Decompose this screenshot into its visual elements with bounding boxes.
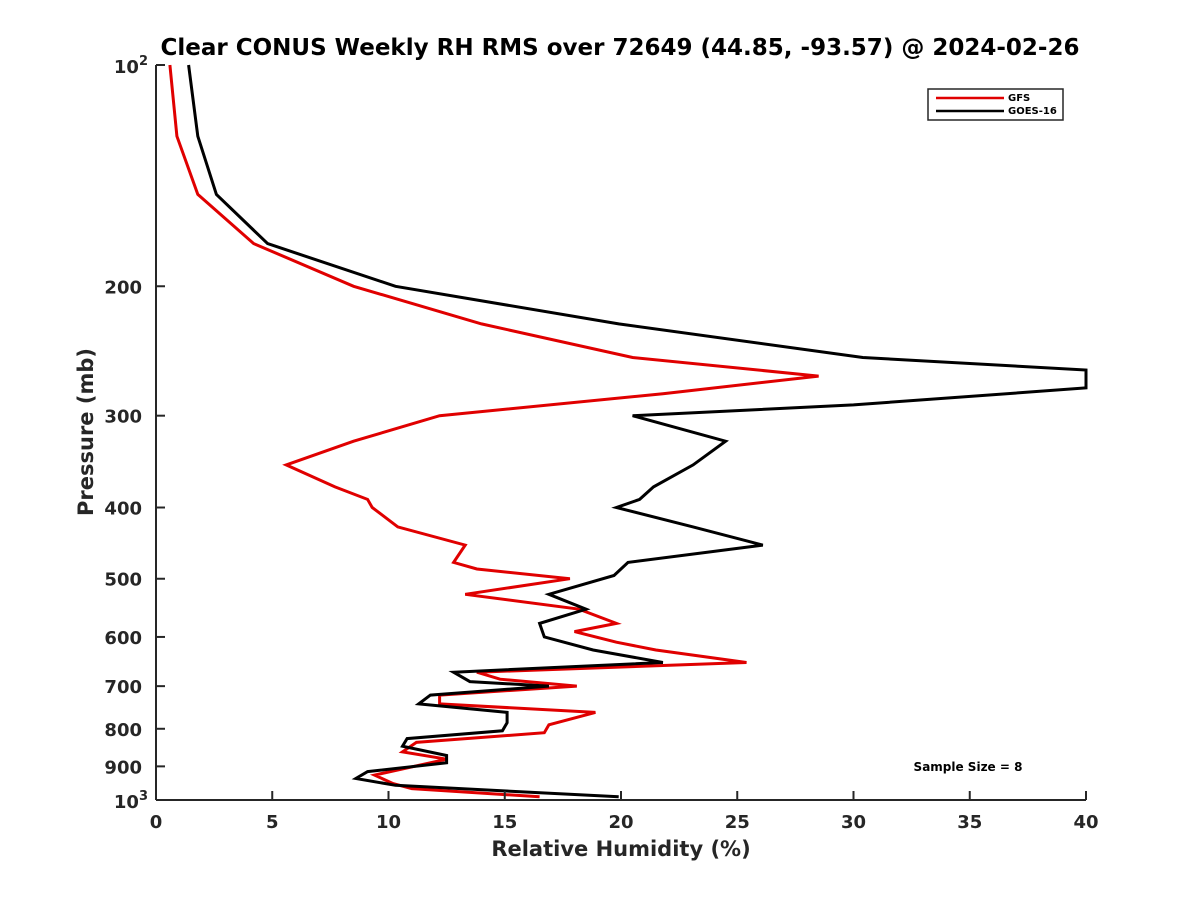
plot-lines [168,64,1088,799]
y-tick-label: 800 [104,720,142,741]
y-tick-label: 700 [104,677,142,698]
x-tick-label: 35 [957,812,982,833]
series-line-gfs [168,64,819,799]
y-tick-label: 300 [104,407,142,428]
chart-title: Clear CONUS Weekly RH RMS over 72649 (44… [161,35,1080,61]
y-decade-label: 103 [114,789,148,813]
x-tick-label: 25 [725,812,750,833]
x-axis-label: Relative Humidity (%) [491,837,750,861]
x-tick-label: 5 [266,812,279,833]
y-decade-label: 102 [114,54,148,78]
legend-label-gfs: GFS [1008,93,1030,104]
y-tick-label: 200 [104,277,142,298]
x-tick-label: 0 [150,812,163,833]
legend-label-goes16: GOES-16 [1008,106,1057,117]
legend-box [927,88,1064,121]
legend: GFS GOES-16 [927,88,1064,121]
series-line-goes-16 [187,64,1088,799]
x-tick-label: 10 [376,812,401,833]
x-tick-label: 20 [608,812,633,833]
y-axis-label: Pressure (mb) [74,348,98,516]
y-tick-label: 500 [104,570,142,591]
x-tick-label: 30 [841,812,866,833]
y-ticks: 200 300 400 500 600 700 800 900 102 103 [104,54,165,813]
y-tick-label: 600 [104,628,142,649]
y-tick-label: 400 [104,499,142,520]
x-tick-label: 15 [492,812,517,833]
x-tick-label: 40 [1073,812,1098,833]
y-tick-label: 900 [104,757,142,778]
sample-size-annotation: Sample Size = 8 [914,760,1023,774]
x-ticks: 0 5 10 15 20 25 30 35 40 [150,791,1099,833]
